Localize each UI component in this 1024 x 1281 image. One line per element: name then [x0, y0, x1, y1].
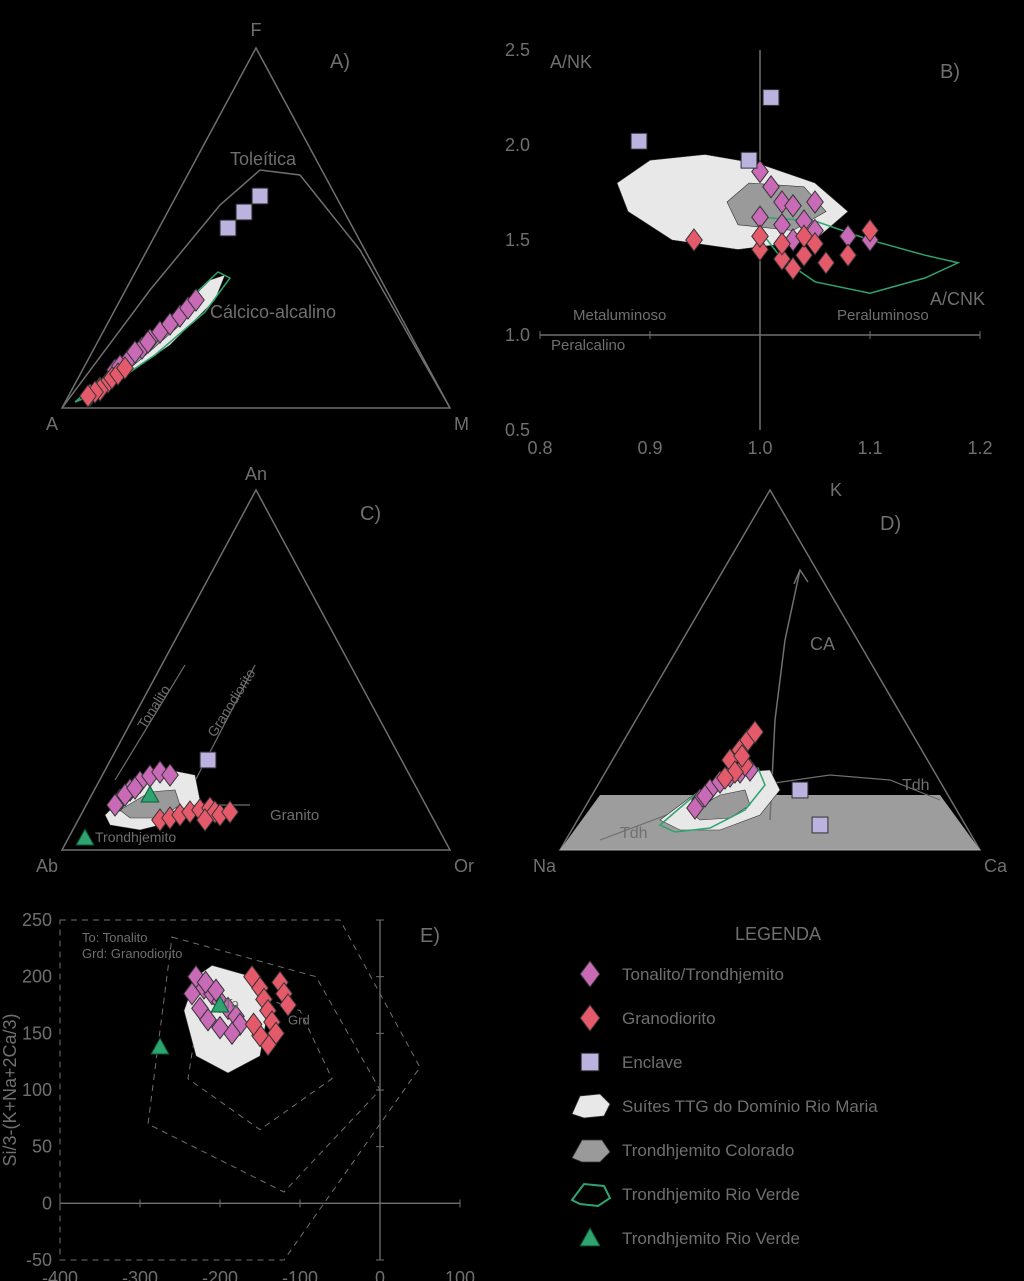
panelA-toleitica: Toleítica [230, 149, 297, 169]
panelB-ytick: 1.0 [505, 325, 530, 345]
square-marker [631, 133, 647, 149]
panelD-tdh-right: Tdh [902, 777, 930, 794]
panelE-ytick: 100 [22, 1080, 52, 1100]
square-marker [763, 90, 779, 106]
diamond-marker [840, 244, 857, 266]
panelC-apex-An: An [245, 464, 267, 484]
panelE-grd-short: Grd [288, 1012, 310, 1027]
square-marker [252, 188, 268, 204]
triangle-marker [580, 1228, 600, 1246]
panelB-metaluminoso: Metaluminoso [573, 307, 666, 324]
panelD-tdh-left: Tdh [620, 825, 648, 842]
figure-stage: F A M Toleítica Cálcico-alcalino A) 0.8 0.9 1.0 1… [0, 0, 1024, 1281]
panelB-peraluminoso: Peraluminoso [837, 307, 929, 324]
diamond-marker [580, 961, 600, 987]
square-marker [220, 220, 236, 236]
panelA-calcalc: Cálcico-alcalino [210, 302, 336, 322]
panelC-granodiorito: Granodiorito [204, 666, 259, 740]
panelA-label: A) [330, 51, 350, 73]
panelE-xtick: -200 [202, 1268, 238, 1281]
panelB-ytick: 1.5 [505, 230, 530, 250]
panelE-ytick: 250 [22, 910, 52, 930]
panelE-ytick: 150 [22, 1023, 52, 1043]
legend-item-label: Suítes TTG do Domínio Rio Maria [622, 1097, 878, 1116]
diamond-marker [580, 1005, 600, 1031]
panelD-apex-K: K [830, 480, 842, 500]
panelD-apex-Ca: Ca [984, 856, 1008, 876]
legend-blob-colorado [572, 1140, 610, 1162]
legend-item-label: Trondhjemito Colorado [622, 1141, 794, 1160]
panelE-xtick: 0 [375, 1268, 385, 1281]
panelE-label: E) [420, 925, 440, 947]
panelB-xtick: 1.0 [747, 438, 772, 458]
panelC-granito: Granito [270, 807, 319, 824]
panelB-ylabel: A/NK [550, 52, 592, 72]
panelA-apex-A: A [46, 414, 58, 434]
panelD-label: D) [880, 513, 901, 535]
square-marker [236, 204, 252, 220]
panelE-xtick: 100 [445, 1268, 475, 1281]
panelB-ytick: 2.5 [505, 40, 530, 60]
panelB-xtick: 0.8 [527, 438, 552, 458]
legend-item-label: Trondhjemito Rio Verde [622, 1185, 800, 1204]
panelD-CA: CA [810, 634, 835, 654]
legend-item-label: Enclave [622, 1053, 682, 1072]
figure-svg: F A M Toleítica Cálcico-alcalino A) 0.8 0.9 1.0 1… [0, 0, 1024, 1281]
legend-item-label: Granodiorito [622, 1009, 716, 1028]
panelB-ytick: 2.0 [505, 135, 530, 155]
panelE-xtick: -300 [122, 1268, 158, 1281]
panelC-trondhjemito: Trondhjemito [95, 829, 176, 845]
legend-title: LEGENDA [735, 924, 821, 944]
panelE-dashed-field [148, 937, 380, 1192]
panelB-xtick: 1.2 [967, 438, 992, 458]
panelD-arrowhead [794, 570, 808, 584]
panelB-ytick: 0.5 [505, 420, 530, 440]
panelE-ytick: -50 [26, 1250, 52, 1270]
square-marker [812, 817, 828, 833]
panelB-label: B) [940, 61, 960, 83]
legend-item-label: Trondhjemito Rio Verde [622, 1229, 800, 1248]
panelB-xtick: 0.9 [637, 438, 662, 458]
panelB-peralcalino: Peralcalino [551, 337, 625, 354]
panelE-note-to: To: Tonalito [82, 930, 148, 945]
panelB-xlabel: A/CNK [930, 289, 985, 309]
square-marker [581, 1053, 599, 1071]
panelA-triangle [62, 48, 450, 408]
panelD-apex-Na: Na [533, 856, 557, 876]
panelB-xtick: 1.1 [857, 438, 882, 458]
panelE-xtick: -100 [282, 1268, 318, 1281]
square-marker [200, 752, 216, 768]
panelE-ylabel: Si/3-(K+Na+2Ca/3) [0, 1013, 20, 1166]
triangle-marker [76, 829, 94, 845]
panelA-apex-F: F [251, 20, 262, 40]
panelE-ytick: 0 [42, 1193, 52, 1213]
panelE-to-short: To [224, 995, 239, 1011]
panelE-dashed-field [60, 920, 420, 1260]
panelC-apex-Ab: Ab [36, 856, 58, 876]
triangle-marker [151, 1038, 169, 1054]
legend-blob-ttg [572, 1094, 610, 1118]
panelE-note-grd: Grd: Granodiorito [82, 946, 182, 961]
panelC-label: C) [360, 503, 381, 525]
panelE-ytick: 50 [32, 1137, 52, 1157]
panelC-apex-Or: Or [454, 856, 474, 876]
legend-blob-rioverde [572, 1184, 610, 1206]
diamond-marker [818, 252, 835, 274]
legend-item-label: Tonalito/Trondhjemito [622, 965, 784, 984]
panelE-ytick: 200 [22, 967, 52, 987]
square-marker [741, 152, 757, 168]
panelA-apex-M: M [454, 414, 469, 434]
square-marker [792, 782, 808, 798]
